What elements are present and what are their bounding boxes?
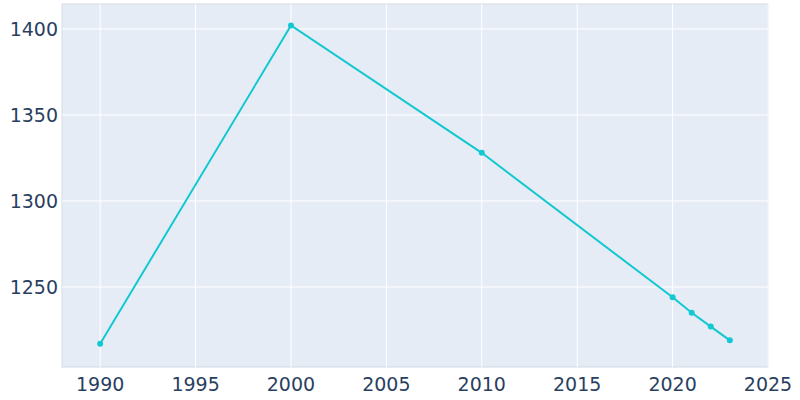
x-tick-label: 1995	[171, 373, 219, 395]
chart-container: 1990 1995 2000 2005 2010 2015 2020 2025 1250 1300…	[0, 0, 800, 400]
x-tick-label: 2020	[648, 373, 696, 395]
grid	[62, 4, 768, 367]
x-tick-label: 1990	[76, 373, 124, 395]
y-tick-label: 1250	[10, 276, 58, 298]
x-tick-label: 2025	[744, 373, 792, 395]
data-point	[479, 150, 485, 156]
data-point	[670, 294, 676, 300]
y-tick-label: 1300	[10, 190, 58, 212]
data-point	[97, 341, 103, 347]
x-grid-line	[386, 4, 387, 367]
x-tick-label: 2005	[362, 373, 410, 395]
x-grid-line	[672, 4, 673, 367]
x-grid-line	[100, 4, 101, 367]
chart-svg: 1990 1995 2000 2005 2010 2015 2020 2025 1250 1300…	[0, 0, 800, 400]
x-grid-line	[290, 4, 291, 367]
y-grid-line	[62, 28, 768, 29]
plot-background	[62, 4, 768, 367]
data-point	[689, 310, 695, 316]
data-point	[708, 324, 714, 330]
y-grid-line	[62, 114, 768, 115]
data-group	[97, 23, 733, 347]
data-point	[727, 337, 733, 343]
x-tick-label: 2000	[267, 373, 315, 395]
data-point	[288, 23, 294, 29]
x-tick-label: 2010	[458, 373, 506, 395]
y-tick-label: 1350	[10, 104, 58, 126]
y-tick-label: 1400	[10, 18, 58, 40]
x-grid-line	[577, 4, 578, 367]
x-grid-line	[481, 4, 482, 367]
y-grid-line	[62, 200, 768, 201]
y-grid-line	[62, 287, 768, 288]
data-line	[100, 26, 730, 344]
x-tick-label: 2015	[553, 373, 601, 395]
x-grid-line	[768, 4, 769, 367]
